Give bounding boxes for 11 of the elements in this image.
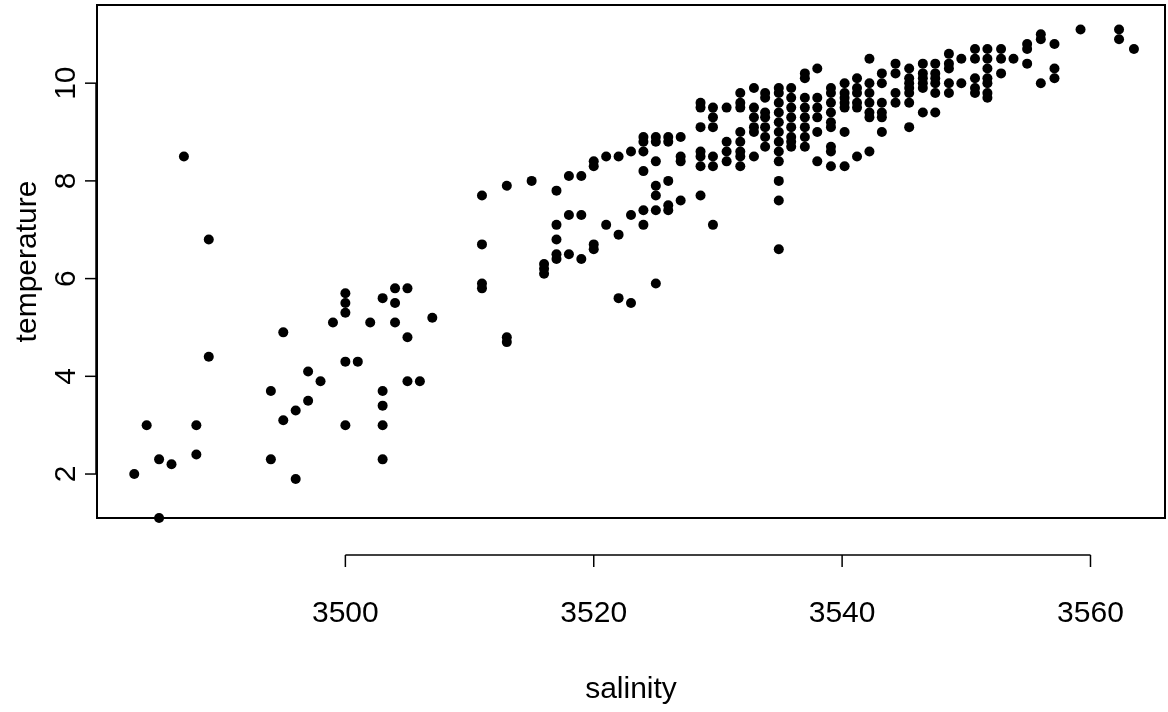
x-tick-label: 3560 [1057,595,1124,628]
y-tick-label: 6 [48,270,81,287]
x-tick-label: 3540 [808,595,876,628]
y-tick-label: 8 [48,172,81,190]
y-axis-title: temperature [9,180,42,343]
y-tick-label: 2 [48,465,81,483]
x-tick-label: 3520 [560,595,628,628]
y-tick-label: 4 [48,367,81,385]
y-tick-label: 10 [48,66,81,100]
x-tick-label: 3500 [312,595,379,628]
x-axis-title: salinity [585,671,677,704]
